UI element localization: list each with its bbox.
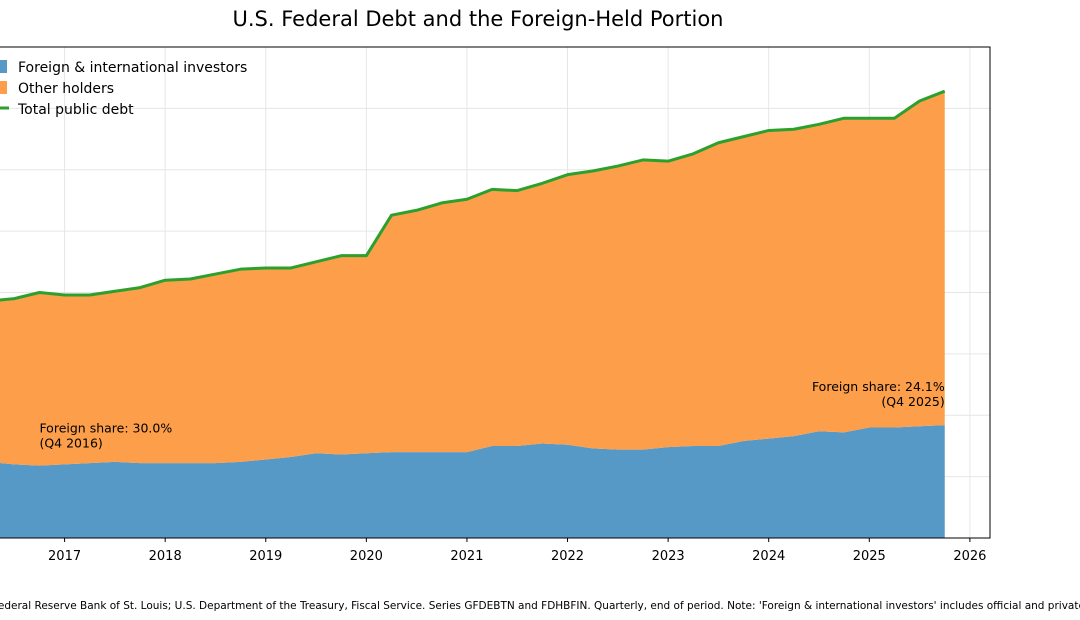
annotation-foreign-share: Foreign share: 30.0%: [39, 421, 172, 436]
area-foreign-investors: [0, 425, 945, 538]
legend-label-other: Other holders: [18, 81, 114, 97]
x-tick-label: 2024: [752, 549, 785, 564]
plot-lines: [0, 89, 946, 302]
plot-areas: [0, 91, 945, 538]
line-total-public-debt: [0, 89, 946, 302]
x-tick-label: 2017: [48, 549, 81, 564]
annotation-quarter: (Q4 2025): [881, 394, 944, 409]
x-tick-label: 2018: [149, 549, 182, 564]
x-tick-label: 2022: [551, 549, 584, 564]
legend-swatch-other: [0, 81, 7, 94]
legend-swatch-foreign: [0, 60, 7, 73]
x-tick-label: 2020: [350, 549, 383, 564]
legend-label-foreign: Foreign & international investors: [18, 60, 247, 76]
annotation-quarter: (Q4 2016): [39, 436, 102, 451]
chart-title: U.S. Federal Debt and the Foreign-Held P…: [233, 7, 724, 31]
x-tick-label: 2023: [652, 549, 685, 564]
x-axis-ticks: 2016201720182019202020212022202320242025…: [48, 538, 986, 564]
annotations: Foreign share: 30.0%(Q4 2016) Foreign sha…: [39, 379, 944, 451]
plot-frame: [0, 46, 991, 539]
area-other-holders: [0, 91, 945, 466]
annotation-foreign-share: Foreign share: 24.1%: [812, 379, 945, 394]
legend: Foreign & international investors Other …: [0, 60, 247, 118]
x-tick-label: 2025: [853, 549, 886, 564]
legend-label-total: Total public debt: [17, 102, 134, 118]
x-tick-label: 2019: [249, 549, 282, 564]
source-note: Source: Federal Reserve Bank of St. Loui…: [0, 600, 1080, 612]
x-tick-label: 2026: [953, 549, 986, 564]
x-tick-label: 2021: [450, 549, 483, 564]
